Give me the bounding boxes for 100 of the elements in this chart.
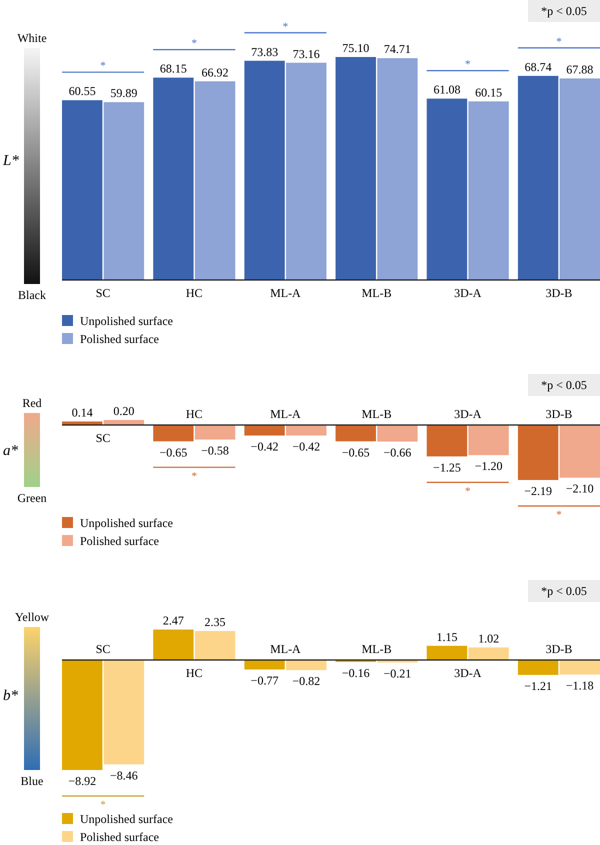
legend-label: Polished surface [80,534,159,548]
data-label: 68.15 [160,62,187,76]
data-label: 73.83 [251,44,278,59]
annotation: * [465,485,471,498]
bar [286,660,326,670]
data-label: 2.47 [162,614,184,628]
x-tick-label: ML-A [270,407,302,421]
data-label: −1.25 [433,460,461,474]
data-label: −2.19 [524,484,552,498]
bar [518,76,558,280]
x-tick-label: SC [96,431,110,445]
x-tick-label: 3D-A [454,666,482,680]
data-label: −0.66 [384,446,412,460]
data-label: −0.42 [292,440,320,454]
data-label: −1.18 [566,678,594,693]
bar [153,78,194,280]
text: Green [17,491,47,505]
y-axis-title: b* [3,688,18,704]
data-label: 1.02 [478,631,500,646]
data-label: 61.08 [433,82,460,97]
bar [426,646,468,660]
bar [560,78,600,280]
annotation: * [465,58,471,71]
data-label: 60.15 [475,85,502,100]
data-label: −0.58 [201,444,229,458]
annotation: * [100,60,106,72]
bar [518,660,558,675]
data-label: −8.46 [110,768,138,782]
x-tick-label: 3D-B [546,642,572,656]
legend-label: Polished surface [80,830,159,844]
x-tick-label: 3D-B [546,286,572,300]
data-label: −0.65 [160,445,188,460]
bar [194,81,236,280]
bar [468,101,509,280]
data-label: −0.42 [250,440,278,454]
data-label: −0.21 [384,666,412,681]
text: White [17,31,47,45]
bar [377,58,418,280]
bar [244,660,285,670]
data-label: −0.77 [250,673,278,688]
legend-label: Unpolished surface [80,314,173,328]
data-label: 68.74 [524,60,552,74]
y-axis-title: a* [3,443,18,459]
text: *p < 0.05 [541,4,587,18]
annotation: * [191,470,197,482]
data-label: −1.21 [524,678,552,693]
data-label: −0.16 [342,666,370,680]
text: Red [22,396,42,410]
bar [286,62,326,280]
data-label: 73.16 [292,46,320,61]
text: Yellow [14,610,50,624]
annotation: * [191,38,197,50]
data-label: −2.10 [566,482,594,496]
x-tick-label: HC [186,407,203,421]
data-label: −0.82 [292,674,320,688]
x-tick-label: ML-A [270,286,302,300]
x-tick-label: ML-A [270,642,302,656]
legend-label: Unpolished surface [80,516,173,530]
data-label: 2.35 [204,615,226,630]
annotation: * [100,799,106,811]
data-label: 75.10 [342,41,370,55]
text: Blue [20,774,44,788]
x-tick-label: SC [96,642,110,656]
data-label: 60.55 [68,84,96,98]
data-label: −8.92 [68,774,96,788]
x-tick-label: HC [186,286,203,300]
data-label: 1.15 [436,630,458,644]
x-tick-label: ML-B [362,286,392,300]
bar [426,98,468,280]
bar [560,660,600,675]
annotation: * [282,20,288,33]
data-label: 66.92 [202,65,229,80]
bar [468,647,509,660]
legend-label: Unpolished surface [80,812,173,826]
bar [244,60,285,280]
data-label: 74.71 [384,42,411,56]
text: *p < 0.05 [541,584,587,598]
text: Black [18,288,46,302]
bar [194,631,236,660]
data-label: 59.89 [110,86,138,100]
bar [336,57,376,280]
x-tick-label: ML-B [362,642,392,656]
y-axis-title: L* [2,153,20,169]
data-label: 67.88 [566,62,594,76]
legend-label: Polished surface [80,332,159,346]
text: *p < 0.05 [541,378,587,392]
x-tick-label: HC [186,666,203,680]
data-label: −0.65 [342,445,370,460]
bar [62,100,102,280]
data-label: −1.20 [474,459,502,474]
x-tick-label: SC [96,286,110,300]
annotation: * [556,36,562,48]
x-tick-label: ML-B [362,407,392,421]
annotation: * [556,509,562,521]
data-label: 0.20 [113,404,134,418]
x-tick-label: 3D-B [546,407,572,421]
bar [104,660,144,764]
bar [104,102,144,280]
x-tick-label: 3D-A [454,286,482,300]
data-label: 0.14 [72,405,93,420]
